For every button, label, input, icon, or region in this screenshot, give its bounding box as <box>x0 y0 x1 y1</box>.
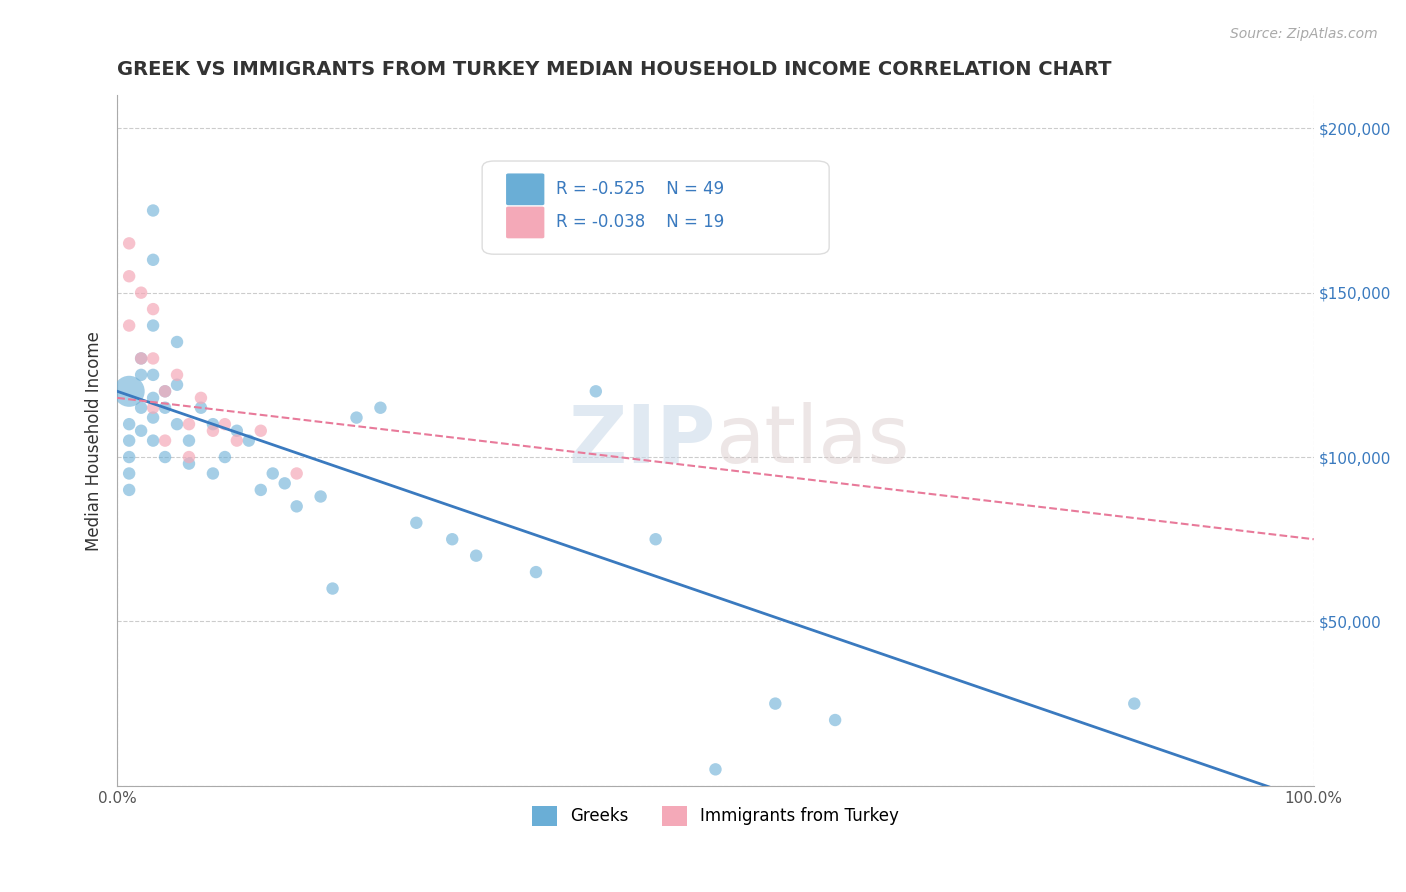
Text: GREEK VS IMMIGRANTS FROM TURKEY MEDIAN HOUSEHOLD INCOME CORRELATION CHART: GREEK VS IMMIGRANTS FROM TURKEY MEDIAN H… <box>117 60 1112 78</box>
Point <box>118 384 141 399</box>
Point <box>118 467 141 481</box>
Point <box>118 483 141 497</box>
Point <box>644 533 666 547</box>
Point <box>177 457 200 471</box>
Point <box>201 424 224 438</box>
Point <box>153 401 176 415</box>
Point <box>166 368 188 382</box>
Point <box>465 549 488 563</box>
Point <box>285 500 308 514</box>
Point <box>142 391 165 405</box>
Point <box>214 450 236 464</box>
Y-axis label: Median Household Income: Median Household Income <box>86 331 103 550</box>
Point <box>142 410 165 425</box>
Text: Source: ZipAtlas.com: Source: ZipAtlas.com <box>1230 27 1378 41</box>
Point <box>118 269 141 284</box>
Point <box>824 713 846 727</box>
Point <box>273 476 295 491</box>
Point <box>309 490 332 504</box>
Point <box>262 467 284 481</box>
Point <box>370 401 392 415</box>
Point <box>405 516 427 530</box>
Point <box>129 424 152 438</box>
Point <box>225 424 247 438</box>
FancyBboxPatch shape <box>482 161 830 254</box>
Point <box>524 565 547 579</box>
Point <box>142 434 165 448</box>
Point <box>285 467 308 481</box>
FancyBboxPatch shape <box>506 173 544 205</box>
Point <box>190 391 212 405</box>
Point <box>129 351 152 366</box>
Point <box>153 450 176 464</box>
Point <box>201 417 224 432</box>
Legend: Greeks, Immigrants from Turkey: Greeks, Immigrants from Turkey <box>526 799 905 832</box>
Point <box>441 533 464 547</box>
Point <box>142 401 165 415</box>
Point <box>129 285 152 300</box>
Point <box>225 434 247 448</box>
Point <box>763 697 786 711</box>
Point <box>129 368 152 382</box>
Point <box>129 351 152 366</box>
Point <box>142 368 165 382</box>
Point <box>1123 697 1146 711</box>
Point <box>238 434 260 448</box>
Point <box>166 417 188 432</box>
Point <box>177 417 200 432</box>
Point <box>190 401 212 415</box>
Point <box>153 384 176 399</box>
Point <box>153 434 176 448</box>
Point <box>166 377 188 392</box>
Text: atlas: atlas <box>716 401 910 480</box>
Point <box>142 351 165 366</box>
Point <box>177 450 200 464</box>
Text: R = -0.525    N = 49: R = -0.525 N = 49 <box>557 179 724 198</box>
Point <box>249 424 271 438</box>
Point <box>585 384 607 399</box>
Point <box>346 410 368 425</box>
Point <box>214 417 236 432</box>
Point <box>201 467 224 481</box>
Point <box>166 334 188 349</box>
Text: ZIP: ZIP <box>568 401 716 480</box>
Point <box>704 762 727 776</box>
Point <box>118 318 141 333</box>
Point <box>249 483 271 497</box>
Point <box>142 302 165 317</box>
Point <box>118 434 141 448</box>
Point <box>142 252 165 267</box>
FancyBboxPatch shape <box>506 207 544 238</box>
Point <box>129 401 152 415</box>
Point <box>153 384 176 399</box>
Point <box>118 450 141 464</box>
Text: R = -0.038    N = 19: R = -0.038 N = 19 <box>557 213 724 231</box>
Point <box>142 203 165 218</box>
Point <box>118 236 141 251</box>
Point <box>118 417 141 432</box>
Point <box>322 582 344 596</box>
Point <box>142 318 165 333</box>
Point <box>177 434 200 448</box>
